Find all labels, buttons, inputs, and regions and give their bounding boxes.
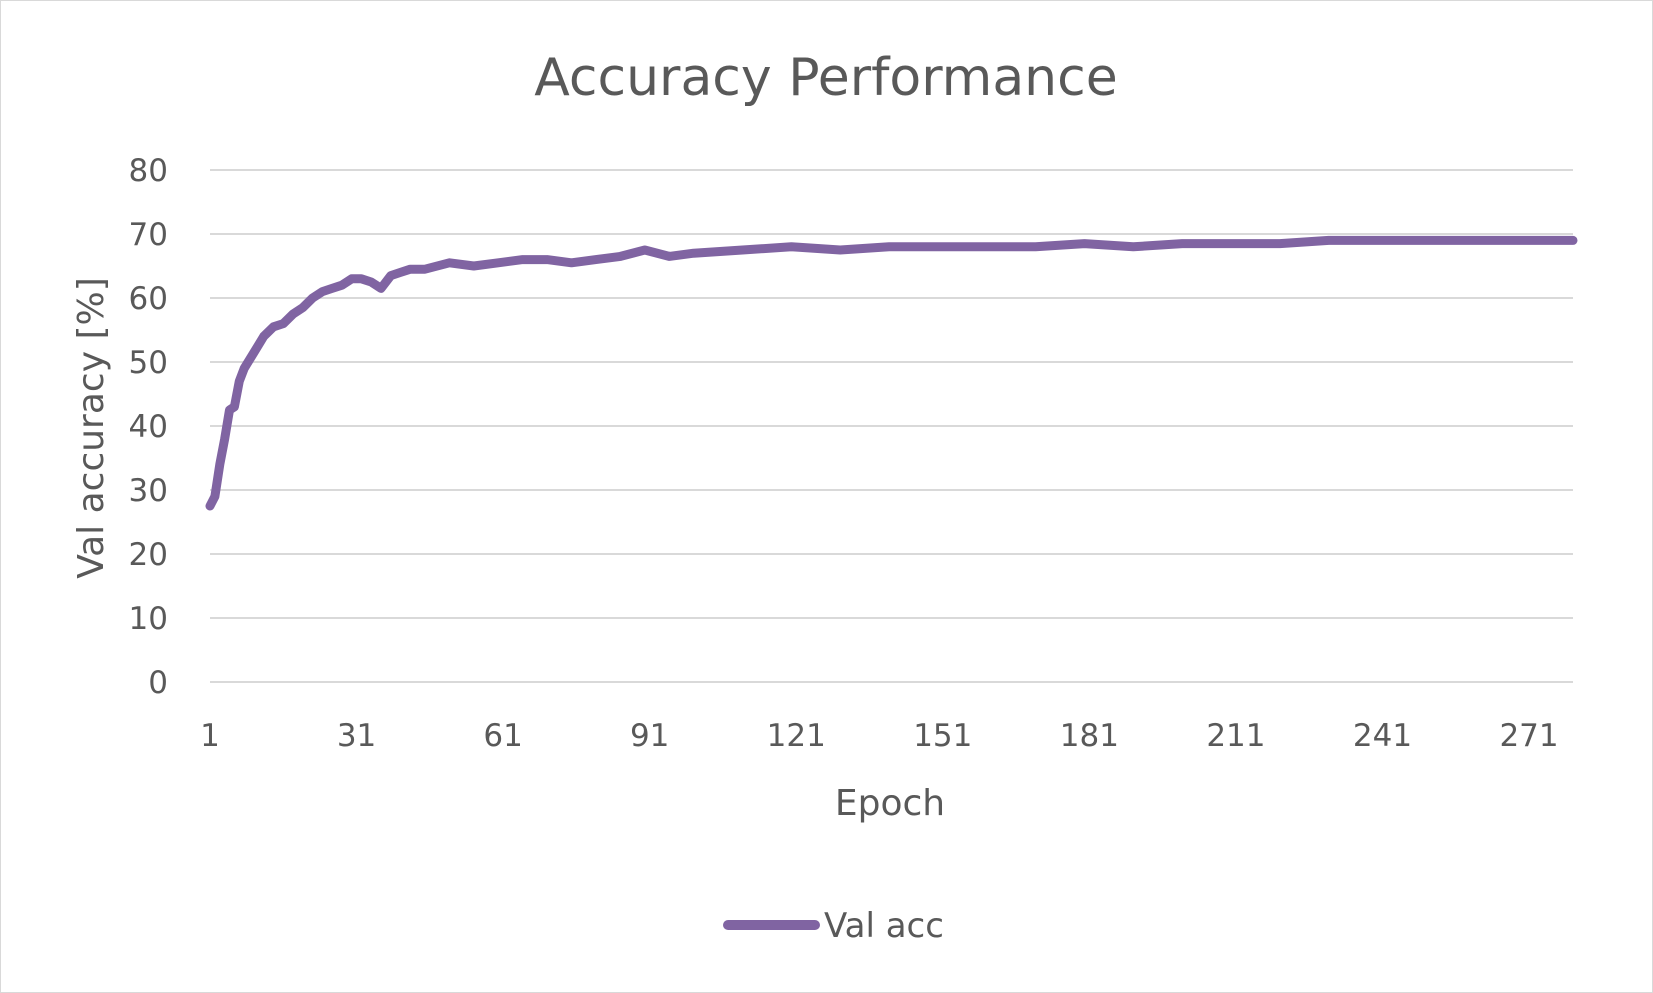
y-tick-label: 60 — [129, 281, 168, 317]
series-layer — [205, 235, 1578, 511]
y-tick-label: 40 — [129, 409, 168, 445]
y-tick-label: 30 — [129, 473, 168, 509]
x-tick-label: 121 — [767, 718, 826, 754]
y-tick-label: 10 — [129, 601, 168, 637]
series-line-val-acc — [205, 235, 1578, 511]
y-axis-label: Val accuracy [%] — [71, 277, 112, 579]
x-tick-label: 271 — [1499, 718, 1558, 754]
y-tick-label: 80 — [129, 153, 168, 189]
x-tick-label: 151 — [913, 718, 972, 754]
x-tick-label: 91 — [630, 718, 669, 754]
y-tick-labels: 0 10 20 30 40 50 60 70 80 — [129, 153, 168, 701]
y-tick-label: 20 — [129, 537, 168, 573]
y-tick-label: 70 — [129, 217, 168, 253]
x-tick-label: 61 — [483, 718, 522, 754]
y-tick-label: 0 — [148, 665, 168, 701]
x-tick-label: 31 — [337, 718, 376, 754]
legend: Val acc — [723, 906, 944, 946]
x-tick-label: 241 — [1353, 718, 1412, 754]
legend-label: Val acc — [824, 906, 944, 946]
y-tick-label: 50 — [129, 345, 168, 381]
x-tick-label: 1 — [200, 718, 220, 754]
gridlines — [210, 169, 1573, 683]
x-axis-label: Epoch — [835, 783, 945, 824]
x-tick-label: 211 — [1206, 718, 1265, 754]
chart-title: Accuracy Performance — [534, 48, 1117, 108]
x-tick-label: 181 — [1060, 718, 1119, 754]
x-tick-labels: 1 31 61 91 121 151 181 211 241 271 — [200, 718, 1558, 754]
